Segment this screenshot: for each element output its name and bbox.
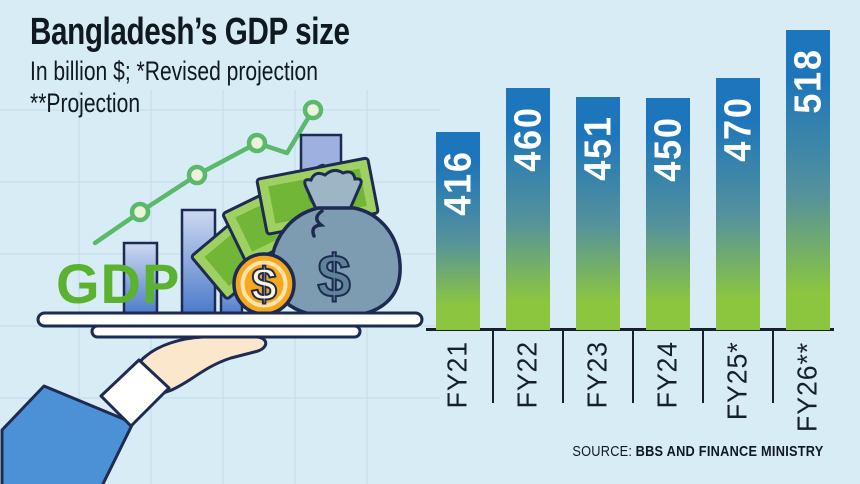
gdp-text: GDP — [56, 252, 180, 315]
bar-FY25* — [716, 78, 760, 330]
bar-value-label: 450 — [646, 116, 689, 182]
x-axis-label-wrap: FY21 — [436, 338, 480, 411]
x-axis-label-wrap: FY23 — [576, 338, 620, 411]
bar-value-wrap: 470 — [716, 91, 760, 167]
bar-value-wrap: 450 — [646, 111, 690, 187]
x-axis-tick — [632, 329, 634, 403]
trend-line-icon — [92, 99, 324, 246]
serving-tray-icon — [36, 311, 424, 339]
x-axis-tick — [702, 329, 704, 403]
x-axis-label-FY25*: FY25* — [722, 341, 753, 421]
money-bag-neck — [303, 168, 363, 211]
bar-FY22 — [506, 88, 550, 330]
bar-value-wrap: 518 — [786, 43, 830, 119]
money-bag-dollar-sign: $ — [317, 243, 350, 310]
bar-FY21 — [436, 132, 480, 330]
bar-value-label: 451 — [576, 115, 619, 181]
chart-subtitle-line1: In billion $; *Revised projection — [30, 55, 318, 86]
bar-value-wrap: 451 — [576, 110, 620, 186]
source-attribution: SOURCE: BBS AND FINANCE MINISTRY — [573, 443, 824, 460]
x-axis-label-wrap: FY25* — [716, 338, 760, 424]
hand-icon — [134, 335, 268, 395]
x-axis-label-FY26**: FY26** — [792, 341, 823, 432]
x-axis-label-FY22: FY22 — [512, 340, 543, 409]
x-axis-label-FY21: FY21 — [442, 340, 473, 409]
arm-sleeve — [0, 384, 135, 484]
x-axis-tick — [562, 329, 564, 403]
bar-value-wrap: 460 — [506, 101, 550, 177]
header: Bangladesh’s GDP size In billion $; *Rev… — [30, 10, 440, 120]
x-axis-line — [426, 328, 834, 331]
source-text: BBS AND FINANCE MINISTRY — [636, 443, 824, 460]
x-axis-label-wrap: FY24 — [646, 338, 690, 411]
bar-FY23 — [576, 97, 620, 330]
chart-subtitle-line2: **Projection — [30, 88, 141, 119]
dollar-coin-icon: $ — [232, 252, 296, 316]
bar-value-wrap: 416 — [436, 145, 480, 221]
x-axis-label-FY24: FY24 — [652, 340, 683, 409]
coin-dollar-sign: $ — [251, 258, 277, 310]
bar-value-label: 460 — [506, 106, 549, 172]
source-prefix: SOURCE: — [572, 443, 633, 460]
x-axis-label-FY23: FY23 — [582, 340, 613, 409]
x-axis-tick — [772, 329, 774, 403]
shirt-cuff — [99, 358, 171, 428]
bar-value-label: 470 — [716, 96, 759, 162]
x-axis-tick — [492, 329, 494, 403]
bar-value-label: 518 — [786, 48, 829, 114]
bar-FY26** — [786, 30, 830, 330]
x-axis-label-wrap: FY26** — [786, 338, 830, 436]
gdp-illustration: $ GDP $ — [0, 90, 440, 484]
money-bag-knot — [311, 209, 326, 238]
chart-title: Bangladesh’s GDP size — [30, 11, 350, 53]
bar-FY24 — [646, 98, 690, 330]
bar-value-label: 416 — [436, 150, 479, 216]
x-axis-label-wrap: FY22 — [506, 338, 550, 411]
